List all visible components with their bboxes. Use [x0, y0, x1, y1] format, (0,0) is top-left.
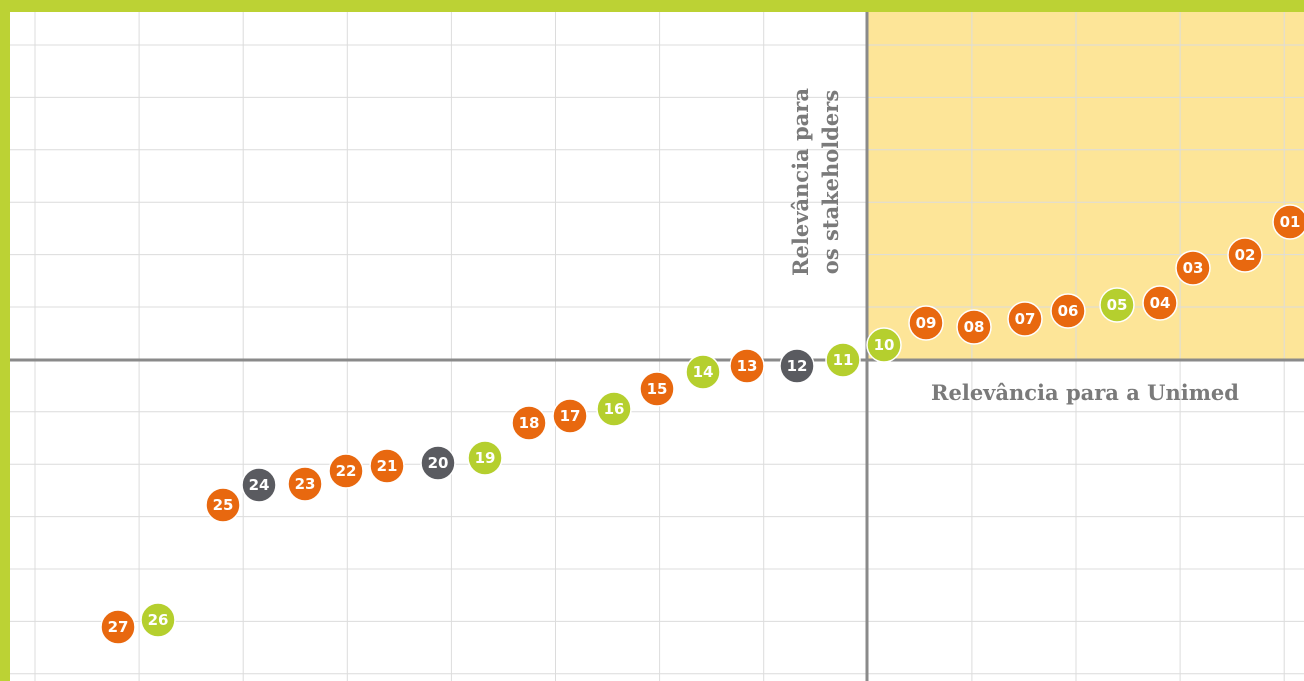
axis-label-line: os stakeholders: [818, 90, 843, 274]
node-circle: [140, 602, 176, 638]
node-label: 26: [148, 611, 169, 629]
node: 02: [1227, 237, 1263, 273]
node: 14: [685, 354, 721, 390]
node: 12: [779, 348, 815, 384]
node-label: 08: [964, 318, 985, 336]
node: 18: [511, 405, 547, 441]
node: 13: [729, 348, 765, 384]
node-circle: [511, 405, 547, 441]
node: 07: [1007, 301, 1043, 337]
node: 03: [1175, 250, 1211, 286]
node-circle: [287, 466, 323, 502]
node-circle: [639, 371, 675, 407]
node-circle: [956, 309, 992, 345]
node-circle: [552, 398, 588, 434]
node-circle: [685, 354, 721, 390]
node: 06: [1050, 293, 1086, 329]
axis-label-line: Relevância para: [788, 88, 813, 276]
node-label: 02: [1235, 246, 1256, 264]
node-circle: [825, 342, 861, 378]
node-label: 14: [693, 363, 714, 381]
node: 26: [140, 602, 176, 638]
node: 01: [1272, 204, 1304, 240]
node: 16: [596, 391, 632, 427]
node: 22: [328, 453, 364, 489]
node: 19: [467, 440, 503, 476]
highlight-quadrant: [867, 12, 1304, 360]
node: 24: [241, 467, 277, 503]
node-circle: [866, 327, 902, 363]
node-circle: [1099, 287, 1135, 323]
node-circle: [1272, 204, 1304, 240]
node: 21: [369, 448, 405, 484]
node-circle: [729, 348, 765, 384]
node-label: 22: [336, 462, 357, 480]
node-label: 15: [647, 380, 668, 398]
node-circle: [467, 440, 503, 476]
node-label: 27: [108, 618, 129, 636]
node-circle: [100, 609, 136, 645]
node-label: 21: [377, 457, 398, 475]
node-circle: [328, 453, 364, 489]
node-circle: [1050, 293, 1086, 329]
node-label: 12: [787, 357, 808, 375]
node-label: 20: [428, 454, 449, 472]
node-label: 25: [213, 496, 234, 514]
node-label: 18: [519, 414, 540, 432]
node-circle: [779, 348, 815, 384]
node-circle: [205, 487, 241, 523]
node-circle: [241, 467, 277, 503]
node-label: 01: [1280, 213, 1301, 231]
node: 10: [866, 327, 902, 363]
node-label: 11: [833, 351, 854, 369]
node: 08: [956, 309, 992, 345]
node: 09: [908, 305, 944, 341]
horizontal-axis-label: Relevância para a Unimed: [931, 380, 1239, 405]
node-label: 10: [874, 336, 895, 354]
node-label: 03: [1183, 259, 1204, 277]
node-label: 06: [1058, 302, 1079, 320]
node-circle: [1142, 285, 1178, 321]
node: 25: [205, 487, 241, 523]
node-circle: [908, 305, 944, 341]
node-circle: [1227, 237, 1263, 273]
node: 04: [1142, 285, 1178, 321]
node-circle: [1175, 250, 1211, 286]
node: 23: [287, 466, 323, 502]
node-circle: [596, 391, 632, 427]
node-label: 07: [1015, 310, 1036, 328]
node-label: 13: [737, 357, 758, 375]
node: 05: [1099, 287, 1135, 323]
node: 15: [639, 371, 675, 407]
node: 17: [552, 398, 588, 434]
node-label: 09: [916, 314, 937, 332]
node-circle: [1007, 301, 1043, 337]
node-label: 23: [295, 475, 316, 493]
node: 20: [420, 445, 456, 481]
node-label: 17: [560, 407, 581, 425]
node-label: 24: [249, 476, 270, 494]
nodes: 27 26 25 24 23 22 21 20 19 18 17 16 15 14 13 12 11 10 09 08…: [100, 204, 1304, 645]
node: 27: [100, 609, 136, 645]
node-label: 04: [1150, 294, 1171, 312]
vertical-axis-label: Relevância para os stakeholders: [788, 88, 843, 276]
node-label: 19: [475, 449, 496, 467]
node-circle: [369, 448, 405, 484]
node-label: 16: [604, 400, 625, 418]
node-label: 05: [1107, 296, 1128, 314]
node: 11: [825, 342, 861, 378]
node-circle: [420, 445, 456, 481]
